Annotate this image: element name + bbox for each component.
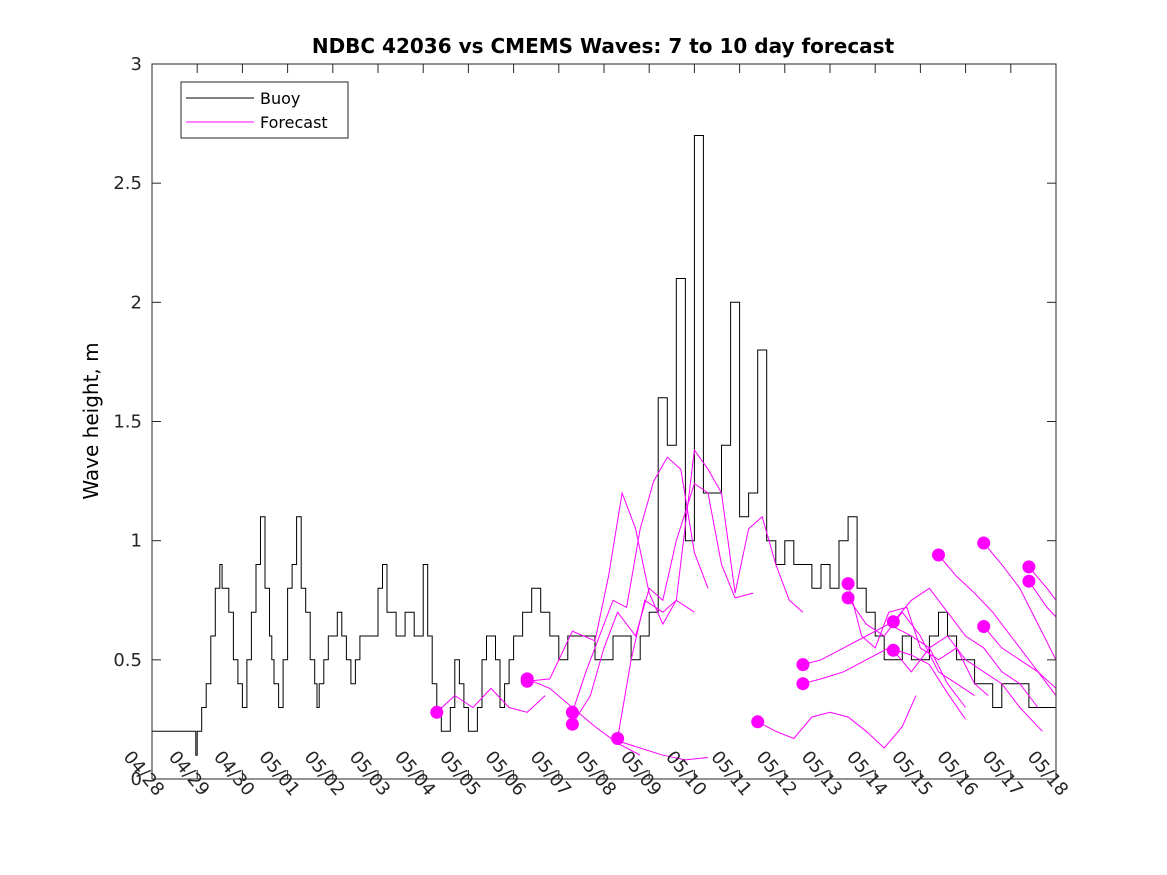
forecast-start-marker [520, 674, 534, 688]
forecast-line [892, 635, 1043, 732]
forecast-start-marker [565, 705, 579, 719]
forecast-line [1028, 580, 1057, 618]
buoy-series [152, 135, 1056, 756]
x-tick-label: 05/08 [571, 747, 620, 800]
forecast-series-group [436, 448, 1057, 761]
x-tick-label: 05/14 [842, 747, 891, 800]
x-tick-label: 05/09 [616, 747, 665, 800]
forecast-start-marker [886, 643, 900, 657]
forecast-start-marker [796, 677, 810, 691]
forecast-line [617, 740, 709, 761]
forecast-line [892, 587, 1039, 708]
forecast-start-marker [886, 615, 900, 629]
x-tick-label: 04/28 [119, 747, 168, 800]
y-tick-label: 1.5 [113, 412, 142, 433]
x-tick-label: 05/12 [752, 747, 801, 800]
forecast-line [527, 678, 641, 756]
x-tick-label: 05/04 [390, 747, 439, 800]
x-tick-label: 05/15 [887, 747, 936, 800]
legend-label-forecast: Forecast [260, 113, 328, 132]
y-tick-label: 0.5 [113, 650, 142, 671]
plot-area-frame [151, 63, 1057, 780]
y-axis-ticks: 0 0.5 1 1.5 2 2.5 3 [113, 54, 1056, 790]
forecast-start-marker [841, 577, 855, 591]
y-tick-label: 1 [131, 531, 142, 552]
chart-title: NDBC 42036 vs CMEMS Waves: 7 to 10 day f… [312, 34, 895, 58]
forecast-line [938, 554, 1057, 696]
y-tick-label: 2 [131, 292, 142, 313]
forecast-start-markers [430, 536, 1036, 745]
forecast-start-marker [565, 717, 579, 731]
legend-box [180, 81, 349, 139]
forecast-line [571, 456, 709, 713]
forecast-line [983, 542, 1057, 661]
x-tick-label: 05/05 [435, 747, 484, 800]
forecast-start-marker [841, 591, 855, 605]
x-tick-label: 05/07 [526, 747, 575, 800]
forecast-start-marker [611, 732, 625, 745]
x-tick-label: 05/10 [661, 747, 710, 800]
legend-label-buoy: Buoy [260, 89, 300, 108]
forecast-start-marker [1022, 560, 1036, 574]
forecast-start-marker [932, 548, 945, 562]
x-tick-label: 05/01 [254, 747, 303, 800]
x-tick-label: 04/30 [209, 747, 258, 800]
forecast-line [983, 626, 1057, 689]
forecast-line [1028, 566, 1057, 601]
forecast-start-marker [977, 620, 991, 633]
forecast-line [757, 695, 917, 749]
x-tick-label: 05/17 [978, 747, 1027, 800]
forecast-start-marker [796, 658, 810, 672]
x-tick-label: 05/02 [300, 747, 349, 800]
forecast-start-marker [977, 536, 991, 550]
x-tick-label: 04/29 [164, 747, 213, 800]
forecast-start-marker [751, 715, 765, 729]
forecast-line [571, 482, 754, 725]
x-tick-label: 05/06 [480, 747, 529, 800]
buoy-line [152, 135, 1056, 756]
x-tick-label: 05/16 [932, 747, 981, 800]
x-tick-label: 05/18 [1023, 747, 1072, 800]
y-tick-label: 3 [131, 54, 142, 75]
x-tick-label: 05/11 [706, 747, 755, 800]
forecast-line [527, 491, 695, 682]
legend: Buoy Forecast [180, 81, 349, 139]
forecast-start-marker [430, 705, 444, 719]
forecast-line [847, 597, 975, 697]
y-axis-label: Wave height, m [79, 342, 103, 499]
x-axis-ticks: 04/2804/2904/3005/0105/0205/0305/0405/05… [119, 64, 1072, 800]
x-tick-label: 05/13 [797, 747, 846, 800]
y-tick-label: 2.5 [113, 173, 142, 194]
forecast-line [436, 687, 546, 713]
forecast-line [847, 583, 989, 696]
forecast-line [617, 448, 804, 739]
y-tick-label: 0 [131, 769, 142, 790]
x-tick-label: 05/03 [345, 747, 394, 800]
forecast-start-marker [1022, 574, 1036, 588]
